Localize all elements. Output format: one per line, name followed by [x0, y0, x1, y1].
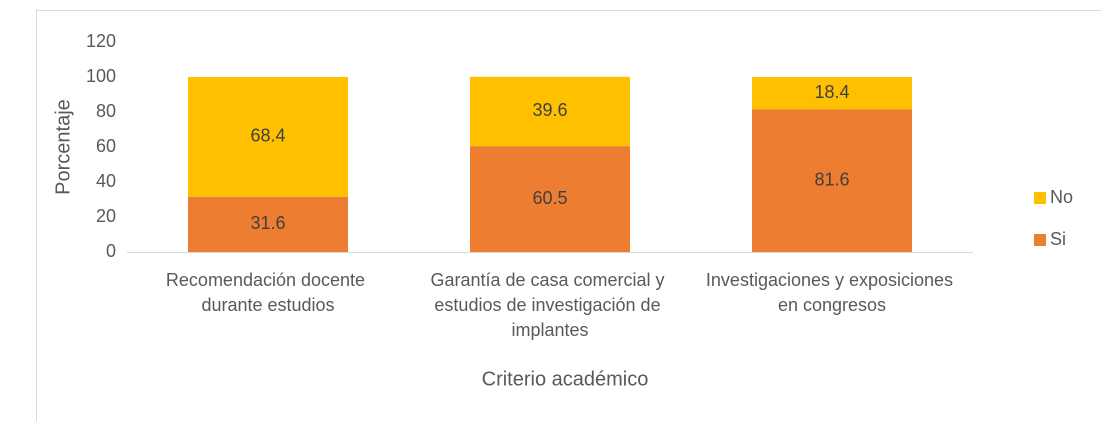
legend-swatch: [1034, 234, 1046, 246]
y-tick-label: 20: [96, 206, 116, 226]
data-label: 60.5: [532, 188, 567, 208]
bar-segment: [752, 77, 912, 110]
legend-label: No: [1050, 187, 1073, 207]
y-tick-label: 60: [96, 136, 116, 156]
data-label: 68.4: [250, 126, 285, 146]
data-label: 31.6: [250, 213, 285, 233]
y-tick-label: 40: [96, 171, 116, 191]
x-axis-title: Criterio académico: [482, 368, 649, 390]
bar-segment: [188, 77, 348, 197]
legend-label: Si: [1050, 229, 1066, 249]
data-label: 39.6: [532, 100, 567, 120]
y-tick-label: 80: [96, 101, 116, 121]
x-tick-label: Garantía de casa comercial y estudios de…: [430, 270, 669, 340]
bar-segment: [752, 109, 912, 252]
data-label: 81.6: [814, 169, 849, 189]
y-tick-label: 100: [86, 66, 116, 86]
y-tick-label: 120: [86, 31, 116, 51]
bar-segment: [188, 196, 348, 252]
y-tick-label: 0: [106, 241, 116, 261]
x-tick-label: Recomendación docente durante estudios: [166, 270, 370, 315]
bar-segment: [470, 146, 630, 252]
x-tick-label: Investigaciones y exposiciones en congre…: [706, 270, 958, 315]
data-label: 18.4: [814, 82, 849, 102]
bar-segment: [470, 76, 630, 147]
y-axis-title: Porcentaje: [52, 99, 74, 195]
legend-swatch: [1034, 192, 1046, 204]
